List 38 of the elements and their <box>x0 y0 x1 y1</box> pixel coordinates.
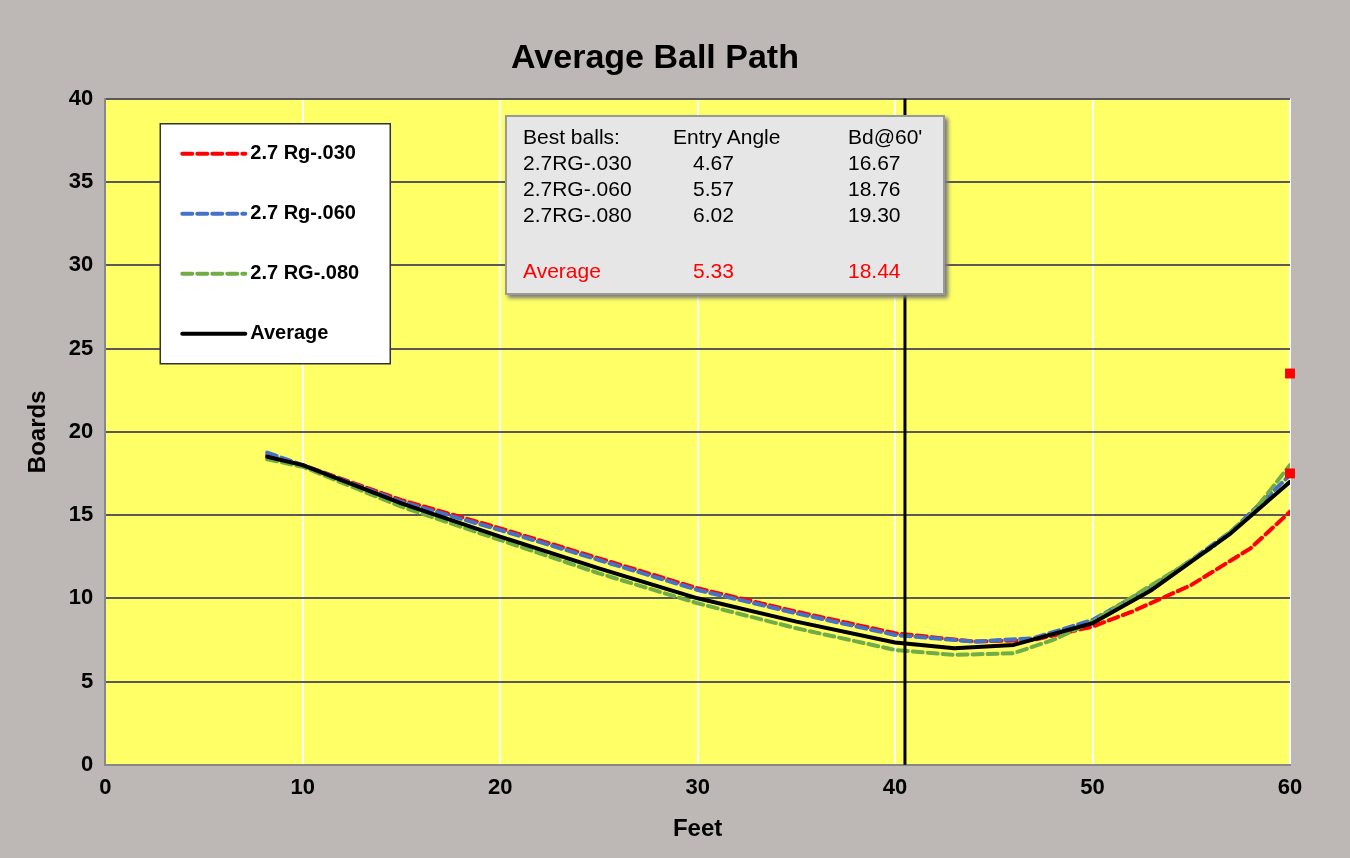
annotation: 18.76 <box>848 177 902 201</box>
annotation: Average <box>523 259 602 283</box>
y-tick-label: 0 <box>81 750 94 776</box>
y-tick-label: 25 <box>68 334 94 360</box>
annotation: 2.7RG-.060 <box>523 177 633 201</box>
y-tick-label: 30 <box>68 251 94 277</box>
y-tick-label: 15 <box>68 501 94 527</box>
x-tick-label: 50 <box>1080 774 1105 800</box>
annotation: 5.57 <box>692 177 735 201</box>
annotation: Best balls: <box>523 125 621 149</box>
annotation: 2.7RG-.030 <box>523 151 633 175</box>
x-tick-label: 30 <box>685 774 710 800</box>
x-tick-label: 40 <box>882 774 908 800</box>
annotation: 5.33 <box>692 259 735 283</box>
chart-title: Average Ball Path <box>511 36 799 75</box>
legend-label: 2.7 Rg-.060 <box>250 201 356 224</box>
y-tick-label: 40 <box>68 84 94 110</box>
legend-label: 2.7 RG-.080 <box>250 261 360 284</box>
y-tick-label: 20 <box>68 417 94 443</box>
y-axis-title: Boards <box>23 390 51 474</box>
x-tick-label: 10 <box>290 774 315 800</box>
annotation: 16.67 <box>848 151 902 175</box>
annotation: 18.44 <box>848 259 902 283</box>
x-tick-label: 60 <box>1277 774 1303 800</box>
legend-label: 2.7 Rg-.030 <box>250 141 356 164</box>
x-axis-title: Feet <box>672 814 723 842</box>
y-tick-label: 10 <box>68 584 94 610</box>
legend-label: Average <box>250 321 329 344</box>
y-tick-label: 5 <box>81 667 94 693</box>
annotation: 19.30 <box>848 203 902 227</box>
annotation: Entry Angle <box>673 125 782 149</box>
annotation: 4.67 <box>692 151 735 175</box>
x-tick-label: 0 <box>99 774 112 800</box>
annotation: 2.7RG-.080 <box>523 203 633 227</box>
annotation: 6.02 <box>692 203 735 227</box>
y-tick-label: 35 <box>68 168 94 194</box>
annotation: Bd@60' <box>848 125 924 149</box>
x-tick-label: 20 <box>487 774 513 800</box>
